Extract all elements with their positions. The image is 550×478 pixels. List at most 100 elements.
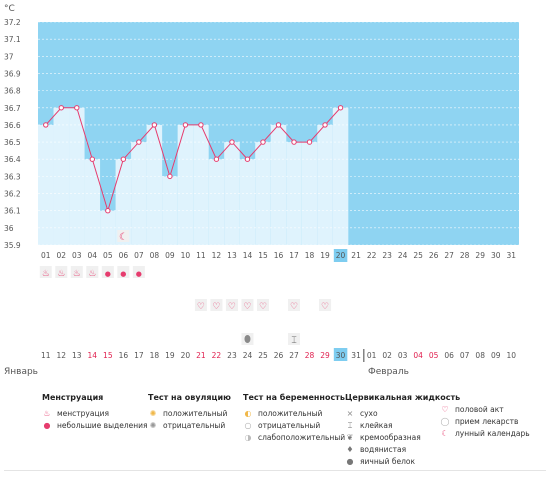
legend-title: Тест на овуляцию: [148, 393, 231, 402]
pregnancy-positive-icon: ◐: [244, 409, 252, 418]
cycle-day-label: 22: [367, 251, 377, 260]
legend-item: ○ отрицательный: [243, 420, 345, 432]
spotting-drop-icon: ●: [120, 270, 126, 278]
temperature-point: [105, 207, 111, 214]
calendar-date-label: 11: [41, 351, 51, 360]
temperature-point: [89, 156, 96, 162]
temperature-point: [260, 139, 266, 145]
temperature-bar: [69, 107, 85, 246]
temperature-point: [136, 139, 142, 145]
cervical-box: [288, 333, 301, 345]
month-left-label: Январь: [4, 367, 38, 377]
cycle-day-label: 11: [196, 251, 206, 260]
heart-icon: ♡: [290, 302, 298, 312]
calendar-date-label: 17: [134, 351, 144, 360]
cycle-day-label: 20: [336, 251, 346, 260]
intercourse-box: [210, 299, 223, 311]
cycle-day-label: 30: [491, 251, 501, 260]
temperature-point: [337, 105, 344, 111]
ovulation-negative-icon: ✺: [149, 421, 157, 430]
spotting-drop-icon: ●: [136, 270, 142, 278]
calendar-date-label: 02: [382, 351, 392, 360]
menstruation-box: [39, 266, 52, 278]
menstruation-box: [101, 266, 114, 278]
legend-label: положительный: [258, 409, 323, 418]
temperature-bar: [317, 124, 333, 245]
legend-item: ♡ половой акт: [440, 404, 530, 416]
heart-icon: ♡: [441, 405, 449, 414]
calendar-date-label: 13: [72, 351, 82, 360]
pregnancy-negative-icon: ○: [244, 421, 252, 430]
moon-icon: ☾: [441, 429, 449, 438]
y-tick-label: 36.8: [4, 87, 21, 96]
temperature-point: [198, 122, 204, 128]
cycle-day-label: 09: [165, 251, 175, 260]
temperature-point: [244, 156, 251, 162]
temperature-bar: [115, 159, 132, 245]
legend-label: клейкая: [360, 421, 393, 430]
cycle-day-label: 16: [274, 251, 284, 260]
plot-area: [38, 21, 519, 246]
cycle-day-label: 19: [320, 251, 330, 260]
cycle-day-label: 01: [41, 251, 51, 260]
cycle-day-label: 15: [258, 251, 268, 260]
spotting-drop-icon: ●: [43, 421, 51, 430]
calendar-date-label: 14: [88, 351, 98, 360]
legend-label: водянистая: [360, 445, 407, 454]
x-axis-cycle-days: 01 02 03 04 05 06 07 08 09 10 11 12 13 14 15 16 17 18 19 20…: [41, 249, 516, 262]
legend-label: яичный белок: [360, 457, 416, 466]
creamy-icon: ❦: [346, 433, 354, 442]
legend-label: положительный: [163, 409, 228, 418]
calendar-date-row: 11 12 13 14 15 16 17 18 19 20 21 22 23 24 25 26 27 28 29 30…: [41, 348, 516, 362]
y-tick-label: 36.6: [4, 121, 21, 130]
calendar-date-label: 07: [460, 351, 470, 360]
heart-icon: ♡: [321, 302, 329, 312]
cycle-day-label: 29: [475, 251, 485, 260]
y-tick-label: 36.1: [4, 207, 21, 216]
temperature-point: [58, 105, 64, 111]
menstruation-icon: ♨: [73, 269, 81, 279]
cycle-day-label: 06: [119, 251, 129, 260]
calendar-date-label: 24: [243, 351, 253, 360]
calendar-date-label: 03: [398, 351, 408, 360]
calendar-date-label: 21: [196, 351, 206, 360]
temperature-bar: [38, 124, 54, 245]
temperature-bar: [177, 124, 194, 245]
calendar-date-label: 27: [289, 351, 299, 360]
spotting-drop-icon: ●: [105, 270, 111, 278]
y-tick-label: 37.2: [4, 18, 21, 27]
legend-label: отрицательный: [163, 421, 226, 430]
temperature-bar: [332, 107, 349, 246]
temperature-point: [182, 122, 189, 128]
legend-item: ◯ прием лекарств: [440, 416, 530, 428]
calendar-date-label: 06: [444, 351, 454, 360]
calendar-date-label: 28: [305, 351, 315, 360]
calendar-date-label: 23: [227, 351, 237, 360]
temperature-bar: [239, 159, 256, 245]
legend-item: × сухо: [345, 408, 460, 420]
temperature-point: [306, 139, 313, 145]
cycle-day-label: 26: [429, 251, 439, 260]
menstruation-box: [55, 266, 68, 278]
menstruation-icon: ♨: [43, 409, 51, 418]
calendar-date-label: 18: [150, 351, 160, 360]
month-right-label: Февраль: [368, 367, 409, 377]
cycle-day-label: 04: [88, 251, 98, 260]
cycle-day-label: 18: [305, 251, 315, 260]
heart-icon: ♡: [228, 302, 236, 312]
legend-item: ⌶ клейкая: [345, 420, 460, 432]
legend-label: кремообразная: [360, 433, 421, 442]
temperature-bar: [84, 159, 101, 245]
temperature-bar: [146, 124, 163, 245]
temperature-point: [74, 105, 80, 111]
legend-other: ♡ половой акт ◯ прием лекарств ☾ лунный кал…: [440, 404, 530, 440]
legend-label: лунный календарь: [455, 429, 530, 438]
egg-white-icon: ●: [346, 457, 354, 466]
y-tick-label: 37.1: [4, 35, 21, 44]
temperature-bar: [301, 142, 318, 245]
cycle-day-label: 24: [398, 251, 408, 260]
highlighted-date-box: [333, 348, 348, 361]
bottom-divider: [4, 470, 546, 471]
legend-label: слабоположительный: [258, 433, 346, 442]
